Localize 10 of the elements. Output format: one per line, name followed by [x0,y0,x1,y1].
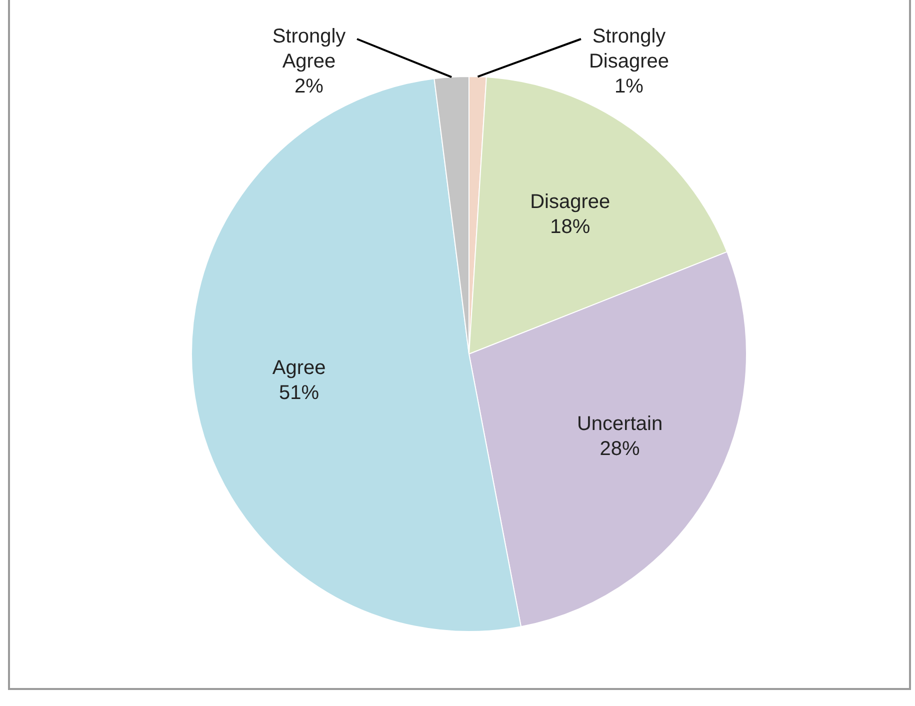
data-label: 28% [600,438,640,460]
slice-label: Disagree [530,190,610,213]
data-label: 1% [614,76,644,98]
slice-label: Strongly Agree [272,26,346,73]
slice-label: Agree [272,356,326,379]
slice-label: Uncertain [576,412,663,435]
data-label: 18% [550,216,590,238]
data-label: 2% [294,76,324,98]
slice-label: Strongly Disagree [588,26,670,73]
data-label: 51% [279,382,320,404]
